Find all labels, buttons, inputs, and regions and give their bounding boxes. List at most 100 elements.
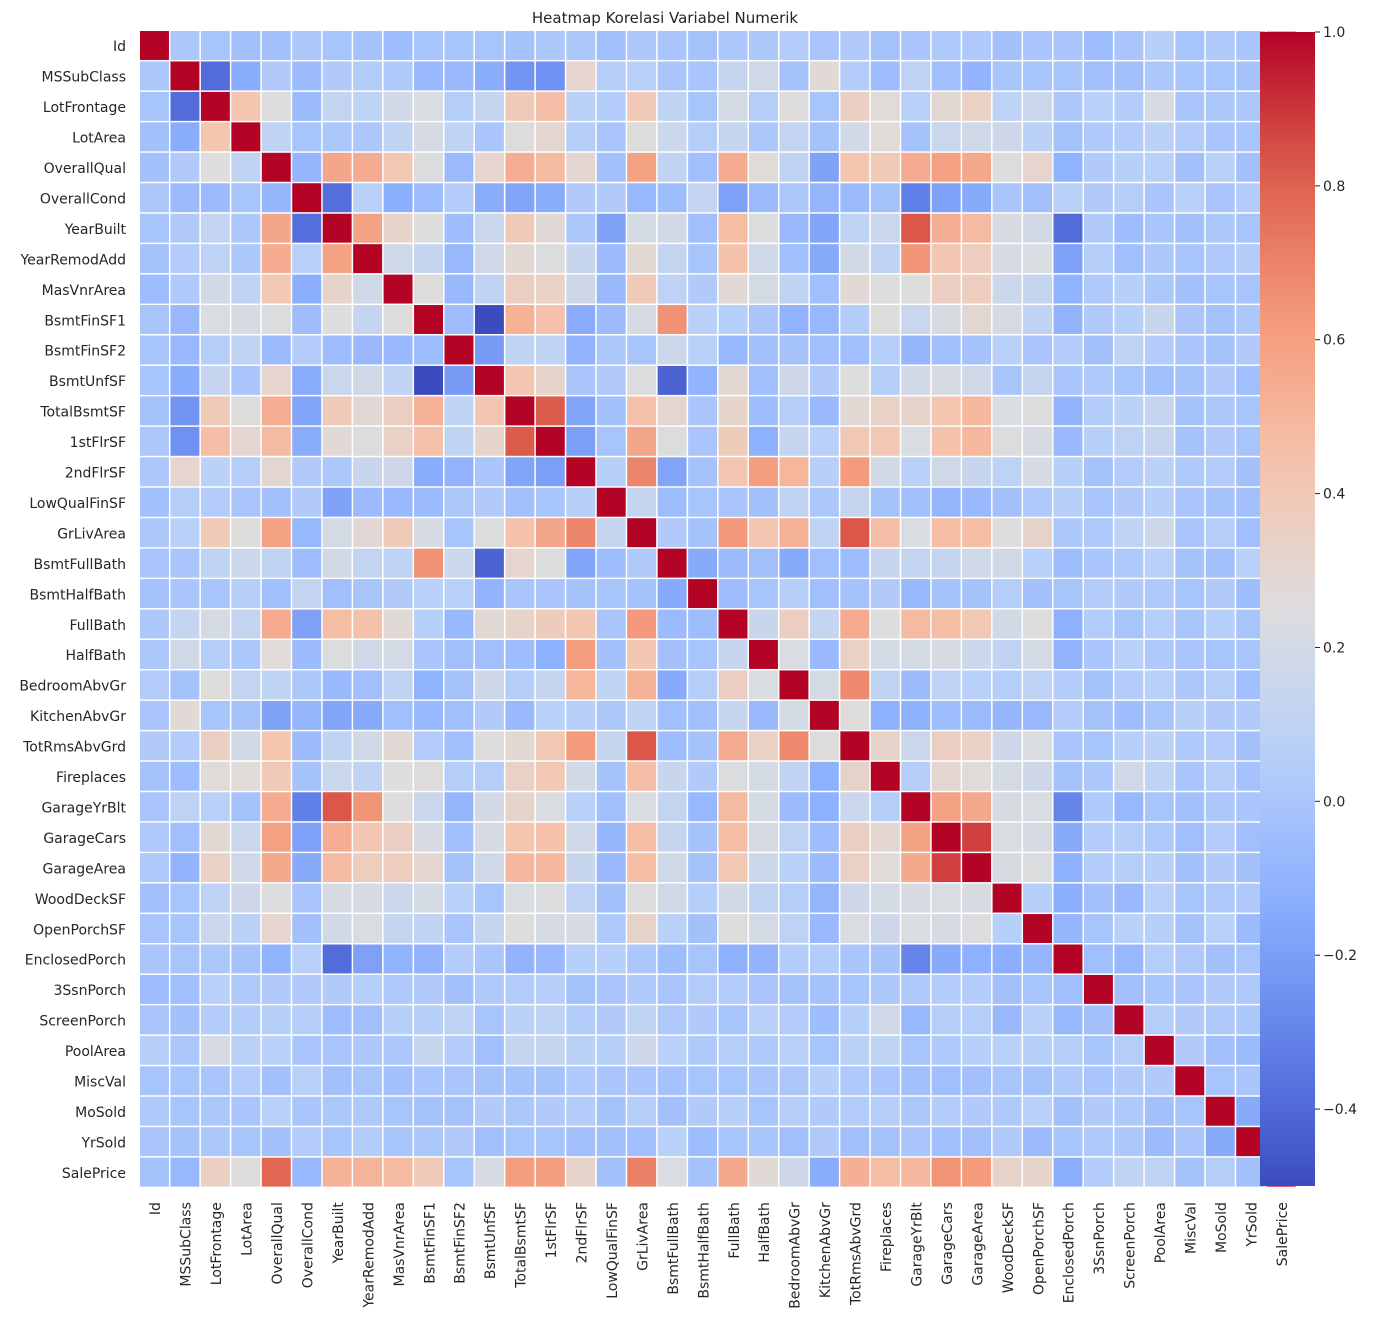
heatmap-cell xyxy=(1175,1096,1205,1126)
heatmap-cell xyxy=(414,731,443,761)
heatmap-cell xyxy=(1205,426,1235,456)
heatmap-cell xyxy=(414,91,443,121)
heatmap-cell xyxy=(170,944,200,974)
heatmap-cell xyxy=(261,579,291,609)
heatmap-cell xyxy=(657,457,687,487)
heatmap-cell xyxy=(200,1035,230,1065)
heatmap-cell xyxy=(292,640,322,669)
heatmap-cell xyxy=(1083,792,1113,822)
heatmap-cell xyxy=(809,396,839,426)
y-tick-label: LotFrontage xyxy=(43,100,126,116)
heatmap-cell xyxy=(140,761,169,791)
heatmap-cell xyxy=(749,609,778,639)
heatmap-cell xyxy=(505,1066,535,1096)
colorbar-tick-label: −0.2 xyxy=(1323,948,1357,964)
heatmap-cell xyxy=(505,1127,535,1157)
heatmap-cell xyxy=(1053,1035,1083,1065)
heatmap-cell xyxy=(292,365,322,395)
heatmap-cell xyxy=(962,944,992,974)
heatmap-cell xyxy=(962,152,992,182)
heatmap-cell xyxy=(535,274,565,304)
heatmap-cell xyxy=(200,426,230,456)
heatmap-cell xyxy=(353,1066,383,1096)
heatmap-cell xyxy=(870,1035,900,1065)
heatmap-cell xyxy=(901,31,931,60)
heatmap-cell xyxy=(414,244,443,274)
heatmap-cell xyxy=(505,640,535,669)
heatmap-cell xyxy=(1175,396,1205,426)
heatmap-cell xyxy=(1114,487,1144,517)
heatmap-cell xyxy=(870,122,900,152)
heatmap-cell xyxy=(840,122,870,152)
heatmap-cell xyxy=(322,213,352,243)
heatmap-cell xyxy=(444,640,474,669)
heatmap-cell xyxy=(1175,518,1205,548)
heatmap-cell xyxy=(901,1157,931,1187)
heatmap-cell xyxy=(566,274,596,304)
heatmap-cell xyxy=(1083,853,1113,883)
heatmap-cell xyxy=(596,853,626,883)
heatmap-cell xyxy=(383,396,413,426)
heatmap-cell xyxy=(657,944,687,974)
heatmap-cell xyxy=(627,731,657,761)
heatmap-cell xyxy=(1144,122,1174,152)
heatmap-cell xyxy=(657,213,687,243)
heatmap-cell xyxy=(140,974,169,1004)
heatmap-cell xyxy=(840,1127,870,1157)
heatmap-cell xyxy=(718,670,748,700)
heatmap-cell xyxy=(505,731,535,761)
heatmap-cell xyxy=(840,244,870,274)
heatmap-cell xyxy=(444,670,474,700)
heatmap-cell xyxy=(261,152,291,182)
heatmap-cell xyxy=(688,1157,718,1187)
heatmap-cell xyxy=(505,518,535,548)
heatmap-cell xyxy=(566,1035,596,1065)
heatmap-cell xyxy=(931,1096,961,1126)
heatmap-cell xyxy=(535,670,565,700)
heatmap-cell xyxy=(962,640,992,669)
heatmap-cell xyxy=(444,91,474,121)
heatmap-cell xyxy=(261,1096,291,1126)
heatmap-cell xyxy=(779,761,809,791)
heatmap-cell xyxy=(1144,183,1174,213)
heatmap-cell xyxy=(1114,274,1144,304)
heatmap-cell xyxy=(414,1005,443,1035)
heatmap-cell xyxy=(1175,1127,1205,1157)
heatmap-cell xyxy=(688,1035,718,1065)
heatmap-cell xyxy=(1175,152,1205,182)
x-tick-label: HalfBath xyxy=(757,1202,773,1262)
heatmap-cell xyxy=(566,31,596,60)
heatmap-cell xyxy=(688,1005,718,1035)
heatmap-cell xyxy=(383,853,413,883)
y-tick-label: Fireplaces xyxy=(56,770,126,786)
heatmap-cell xyxy=(322,670,352,700)
heatmap-cell xyxy=(1053,792,1083,822)
heatmap-cell xyxy=(718,914,748,943)
heatmap-cell xyxy=(992,518,1022,548)
heatmap-cell xyxy=(1023,244,1052,274)
heatmap-cell xyxy=(962,396,992,426)
heatmap-cell xyxy=(718,335,748,365)
heatmap-cell xyxy=(901,670,931,700)
heatmap-cell xyxy=(383,213,413,243)
heatmap-cell xyxy=(688,1066,718,1096)
heatmap-cell xyxy=(1114,213,1144,243)
heatmap-cell xyxy=(870,183,900,213)
heatmap-cell xyxy=(444,426,474,456)
heatmap-cell xyxy=(901,152,931,182)
heatmap-cell xyxy=(1053,1127,1083,1157)
heatmap-cell xyxy=(322,1005,352,1035)
heatmap-cell xyxy=(535,91,565,121)
heatmap-cell xyxy=(749,822,778,852)
heatmap-cell xyxy=(749,518,778,548)
heatmap-cell xyxy=(414,1096,443,1126)
heatmap-cell xyxy=(992,91,1022,121)
heatmap-cell xyxy=(200,1005,230,1035)
heatmap-cell xyxy=(535,1005,565,1035)
heatmap-cell xyxy=(1114,31,1144,60)
heatmap-cell xyxy=(870,822,900,852)
x-tick-label: BsmtFinSF2 xyxy=(453,1202,469,1284)
heatmap-cell xyxy=(1053,457,1083,487)
colorbar: 1.0 0.8 0.6 0.4 0.2 0.0 −0.2 −0.4 xyxy=(1260,25,1357,1186)
heatmap-cell xyxy=(292,974,322,1004)
